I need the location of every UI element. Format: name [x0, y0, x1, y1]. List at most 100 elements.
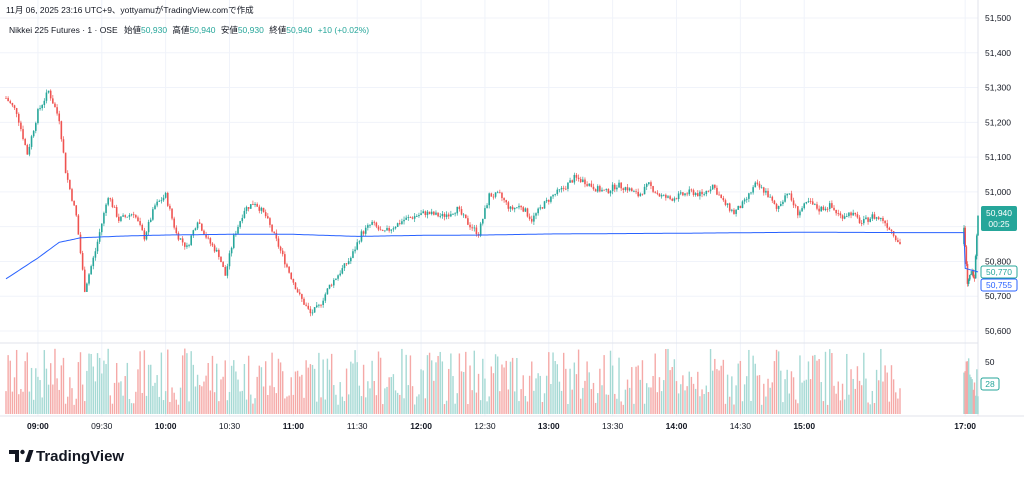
- volume-bar: [966, 361, 969, 414]
- volume-bar: [475, 392, 478, 414]
- candle-body: [513, 207, 516, 210]
- low-label: 安値: [221, 25, 239, 35]
- candle-body: [405, 217, 407, 220]
- candle-body: [307, 305, 310, 309]
- volume-bar: [841, 383, 844, 414]
- candle-body: [850, 212, 852, 216]
- volume-bar: [682, 375, 684, 414]
- volume-bar: [888, 401, 891, 414]
- volume-bar: [775, 349, 778, 414]
- volume-bar: [769, 387, 771, 414]
- volume-bar: [641, 360, 644, 414]
- volume-bar: [856, 366, 859, 414]
- volume-bar: [371, 360, 373, 414]
- tradingview-logo[interactable]: TradingView: [9, 448, 124, 465]
- candle-body: [635, 191, 637, 193]
- candle-body: [454, 213, 456, 215]
- candle-body: [524, 208, 527, 212]
- candle-body: [247, 207, 250, 209]
- volume-bar: [554, 361, 556, 414]
- candle-body: [826, 208, 829, 210]
- candle-body: [811, 201, 814, 205]
- volume-bar: [892, 379, 895, 414]
- volume-bar: [558, 381, 561, 414]
- candle-body: [226, 266, 229, 276]
- volume-bar: [748, 349, 750, 414]
- time-axis[interactable]: 09:00 09:30 10:00 10:30 11:00 11:30 12:00 12:30…: [27, 421, 976, 431]
- volume-bar: [309, 364, 312, 414]
- candle-body: [765, 190, 767, 193]
- volume-bar: [814, 354, 816, 414]
- candle-body: [643, 186, 646, 195]
- volume-bar: [533, 390, 535, 414]
- candle-body: [390, 229, 393, 231]
- candle-body: [577, 177, 580, 180]
- candle-body: [24, 139, 26, 145]
- candle-body: [822, 206, 825, 210]
- volume-bar: [403, 398, 405, 414]
- candle-body: [379, 229, 382, 231]
- volume-bar: [230, 365, 233, 414]
- candle-body: [588, 183, 591, 186]
- volume-bar: [471, 390, 473, 414]
- candle-body: [616, 187, 618, 190]
- volume-bar: [528, 375, 531, 414]
- price-scale[interactable]: 51,500 51,400 51,300 51,200 51,100 51,000 50,9…: [985, 13, 1011, 336]
- high-value: 50,940: [189, 25, 215, 35]
- candle-body: [143, 230, 146, 240]
- volume-bar: [105, 364, 107, 414]
- time-tick-label: 13:00: [538, 421, 560, 431]
- volume-bar: [43, 350, 46, 414]
- volume-bar: [624, 389, 627, 414]
- candle-body: [858, 217, 861, 224]
- candle-body: [694, 193, 697, 195]
- volume-bar: [233, 360, 235, 414]
- candle-body: [398, 223, 401, 224]
- candle-body: [424, 211, 427, 216]
- volume-bar: [18, 394, 20, 414]
- candle-body: [41, 105, 43, 109]
- candle-body: [880, 217, 882, 219]
- volume-bar: [94, 381, 97, 414]
- volume-bar: [837, 381, 839, 414]
- candle-body: [126, 216, 129, 218]
- candle-body: [801, 208, 803, 212]
- candle-body: [179, 238, 182, 240]
- volume-bar: [262, 386, 265, 414]
- volume-bar: [501, 364, 503, 414]
- candle-body: [154, 205, 156, 210]
- candle-body: [875, 217, 878, 219]
- volume-bar: [675, 381, 678, 414]
- candle-body: [854, 212, 857, 215]
- volume-bar: [639, 379, 642, 414]
- volume-bar: [324, 399, 326, 414]
- volume-bar: [790, 371, 793, 414]
- candle-body: [790, 193, 793, 201]
- volume-bar: [111, 403, 114, 414]
- volume-bar: [130, 403, 133, 414]
- volume-bar: [590, 389, 593, 414]
- candle-body: [756, 182, 759, 184]
- volume-bar: [763, 383, 765, 414]
- volume-bar: [345, 368, 348, 414]
- candle-body: [650, 182, 652, 187]
- volume-bar: [348, 394, 350, 414]
- candle-body: [149, 219, 152, 222]
- candle-body: [128, 215, 131, 217]
- volume-bar: [833, 385, 835, 414]
- candle-body: [162, 197, 165, 201]
- time-tick-label: 15:00: [793, 421, 815, 431]
- candle-body: [569, 180, 571, 183]
- candle-body: [467, 218, 469, 225]
- volume-bar: [288, 395, 290, 414]
- volume-bar: [156, 375, 158, 414]
- volume-bar: [514, 391, 516, 414]
- candle-body: [192, 230, 195, 236]
- candle-body: [884, 220, 886, 224]
- volume-bar: [801, 382, 803, 414]
- volume-bar: [428, 352, 431, 414]
- candle-body: [605, 188, 608, 190]
- close-value: 50,940: [286, 25, 312, 35]
- candle-body: [526, 208, 529, 217]
